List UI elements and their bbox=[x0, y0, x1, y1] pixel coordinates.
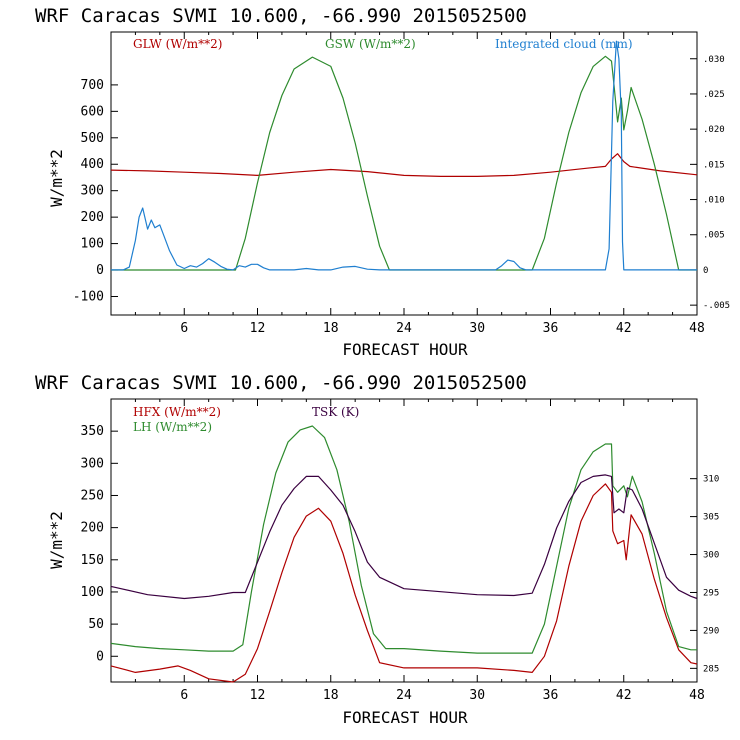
chart1-legend-gsw: GSW (W/m**2) bbox=[325, 37, 416, 51]
chart2-ytick-label: 0 bbox=[96, 649, 104, 664]
chart1-y2tick-label: .020 bbox=[703, 125, 725, 135]
chart2-xtick-label: 18 bbox=[323, 688, 339, 703]
chart2-legend-hfx: HFX (W/m**2) bbox=[133, 405, 221, 419]
chart2-y2tick-label: 305 bbox=[703, 513, 719, 523]
chart1-ytick-label: 200 bbox=[81, 210, 104, 225]
chart1-xtick-label: 42 bbox=[616, 321, 632, 336]
chart1-xtick-label: 30 bbox=[469, 321, 485, 336]
chart2-xtick-label: 12 bbox=[250, 688, 266, 703]
chart2-series-tsk-line bbox=[110, 474, 698, 600]
chart2-ylabel: W/m**2 bbox=[47, 511, 66, 569]
chart1-ytick-label: 0 bbox=[96, 263, 104, 278]
chart1-y2tick-label: .005 bbox=[703, 231, 725, 241]
chart1-y2tick-label: .025 bbox=[703, 90, 725, 100]
chart2-ytick-label: 300 bbox=[81, 456, 104, 471]
chart1-plot-frame bbox=[110, 31, 698, 316]
chart1-xtick-label: 36 bbox=[543, 321, 559, 336]
chart2-y2tick-label: 290 bbox=[703, 626, 719, 636]
chart2-series bbox=[110, 425, 698, 683]
chart2-y2tick-label: 310 bbox=[703, 475, 719, 485]
chart1-series-gsw-line bbox=[111, 55, 697, 271]
chart1-series-integrated-line bbox=[111, 40, 697, 271]
chart1-legend-glw: GLW (W/m**2) bbox=[133, 37, 222, 51]
chart2-ytick-label: 50 bbox=[88, 617, 104, 632]
chart2-y2tick-label: 300 bbox=[703, 551, 719, 561]
chart2-xtick-label: 24 bbox=[396, 688, 412, 703]
chart2-y2tick-label: 295 bbox=[703, 588, 719, 598]
chart1-ytick-label: -100 bbox=[73, 289, 104, 304]
chart1-y2tick-label: .015 bbox=[703, 160, 725, 170]
chart1-xtick-label: 48 bbox=[689, 321, 705, 336]
chart1-title: WRF Caracas SVMI 10.600, -66.990 2015052… bbox=[35, 5, 527, 27]
chart2-ytick-label: 250 bbox=[81, 488, 104, 503]
chart2-plot-frame bbox=[110, 398, 698, 683]
chart1-xtick-label: 12 bbox=[250, 321, 266, 336]
chart1-xlabel: FORECAST HOUR bbox=[342, 340, 468, 359]
chart2-ticks: 6 12 18 24 30 36 42 48 0 50 100 150 200 250 300 350 285 2… bbox=[81, 399, 719, 703]
chart2-legend-lh: LH (W/m**2) bbox=[133, 420, 212, 434]
chart1-xtick-label: 24 bbox=[396, 321, 412, 336]
chart1-xtick-label: 6 bbox=[180, 321, 188, 336]
chart1-ytick-label: 300 bbox=[81, 184, 104, 199]
chart1-ticks: 6 12 18 24 30 36 42 48 -100 0 100 200 300 400 500 600 70… bbox=[73, 32, 730, 336]
chart1-series-glw-line bbox=[110, 153, 698, 177]
chart1-y2tick-label: -.005 bbox=[703, 301, 730, 311]
chart1-ytick-label: 500 bbox=[81, 131, 104, 146]
chart1-y2tick-label: 0 bbox=[703, 266, 708, 276]
chart2-ytick-label: 200 bbox=[81, 521, 104, 536]
chart2-xtick-label: 30 bbox=[469, 688, 485, 703]
chart2-ytick-label: 150 bbox=[81, 553, 104, 568]
chart2-xtick-label: 48 bbox=[689, 688, 705, 703]
chart1-ytick-label: 700 bbox=[81, 78, 104, 93]
chart1-ytick-label: 400 bbox=[81, 157, 104, 172]
chart2-xlabel: FORECAST HOUR bbox=[342, 708, 468, 727]
chart1-y2tick-label: .010 bbox=[703, 196, 725, 206]
chart1-ytick-label: 100 bbox=[81, 237, 104, 252]
chart2-legend-tsk: TSK (K) bbox=[312, 405, 359, 419]
chart2-ytick-label: 350 bbox=[81, 424, 104, 439]
chart2-xtick-label: 36 bbox=[543, 688, 559, 703]
chart2-series-lh-line bbox=[110, 425, 697, 654]
chart2-series-hfx-line bbox=[110, 483, 698, 683]
chart1-ytick-label: 600 bbox=[81, 104, 104, 119]
chart1-series bbox=[110, 40, 698, 271]
chart1-legend-cloud: Integrated cloud (mm) bbox=[495, 37, 633, 51]
chart1-ylabel: W/m**2 bbox=[47, 149, 66, 207]
chart2-ytick-label: 100 bbox=[81, 585, 104, 600]
chart1-xtick-label: 18 bbox=[323, 321, 339, 336]
chart2-xtick-label: 6 bbox=[180, 688, 188, 703]
chart2-title: WRF Caracas SVMI 10.600, -66.990 2015052… bbox=[35, 372, 527, 394]
chart1-y2tick-label: .030 bbox=[703, 55, 725, 65]
chart2-y2tick-label: 285 bbox=[703, 664, 719, 674]
chart2-xtick-label: 42 bbox=[616, 688, 632, 703]
